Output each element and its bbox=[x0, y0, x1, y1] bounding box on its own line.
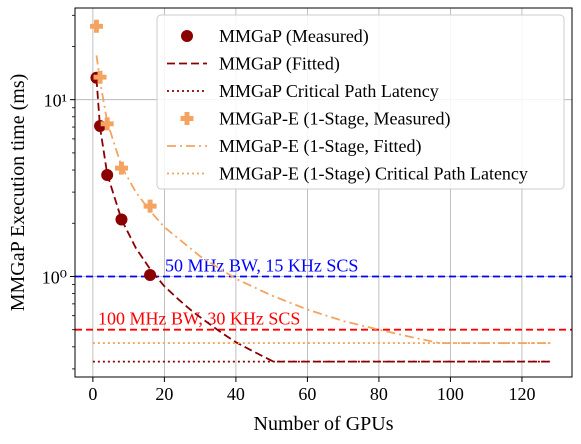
x-tick-label: 100 bbox=[437, 384, 464, 404]
data-point bbox=[180, 112, 194, 125]
legend-label: MMGaP (Measured) bbox=[219, 26, 369, 47]
legend-label: MMGaP-E (1-Stage, Measured) bbox=[219, 109, 450, 130]
series-0 bbox=[90, 71, 157, 281]
reference-line-label: 50 MHz BW, 15 KHz SCS bbox=[165, 255, 358, 275]
data-point bbox=[100, 117, 114, 131]
reference-lines: 50 MHz BW, 15 KHz SCS 100 MHz BW, 30 KHz … bbox=[75, 255, 572, 331]
series-1 bbox=[95, 78, 551, 363]
legend-item: MMGaP Critical Path Latency bbox=[167, 81, 439, 101]
x-tick-label: 20 bbox=[155, 384, 173, 404]
legend-item: MMGaP (Fitted) bbox=[167, 54, 340, 75]
x-tick-label: 60 bbox=[298, 384, 316, 404]
data-point bbox=[114, 161, 128, 175]
legend-label: MMGaP (Fitted) bbox=[219, 54, 340, 75]
data-point bbox=[143, 199, 157, 213]
reference-line-label: 100 MHz BW, 30 KHz SCS bbox=[98, 309, 300, 329]
y-tick-label: 10¹ bbox=[44, 91, 67, 111]
data-point bbox=[89, 19, 103, 33]
series-line bbox=[95, 55, 551, 345]
legend-item: MMGaP-E (1-Stage, Measured) bbox=[180, 109, 450, 130]
series-4 bbox=[95, 55, 551, 345]
y-tick-label: 10⁰ bbox=[42, 267, 67, 287]
x-axis-ticks: 0 20 40 60 80 100 120 bbox=[88, 377, 535, 404]
x-tick-label: 40 bbox=[227, 384, 245, 404]
legend-label: MMGaP-E (1-Stage) Critical Path Latency bbox=[219, 164, 528, 185]
legend-label: MMGaP-E (1-Stage, Fitted) bbox=[219, 136, 421, 157]
x-tick-label: 0 bbox=[88, 384, 97, 404]
legend-item: MMGaP-E (1-Stage) Critical Path Latency bbox=[167, 164, 528, 185]
legend: MMGaP (Measured) MMGaP (Fitted) MMGaP Crit… bbox=[156, 14, 565, 190]
y-axis-ticks: 10⁰ 10¹ bbox=[42, 14, 75, 370]
legend-label: MMGaP Critical Path Latency bbox=[219, 81, 439, 101]
series-layer bbox=[89, 19, 551, 363]
data-point bbox=[115, 213, 128, 226]
data-point bbox=[181, 30, 193, 42]
y-axis-label: MMGaP Execution time (ms) bbox=[7, 74, 29, 312]
legend-item: MMGaP (Measured) bbox=[181, 26, 369, 47]
x-tick-label: 120 bbox=[508, 384, 535, 404]
x-axis-label: Number of GPUs bbox=[254, 413, 394, 435]
x-tick-label: 80 bbox=[370, 384, 388, 404]
series-line bbox=[95, 78, 551, 363]
legend-box bbox=[156, 14, 565, 190]
legend-item: MMGaP-E (1-Stage, Fitted) bbox=[167, 136, 421, 157]
